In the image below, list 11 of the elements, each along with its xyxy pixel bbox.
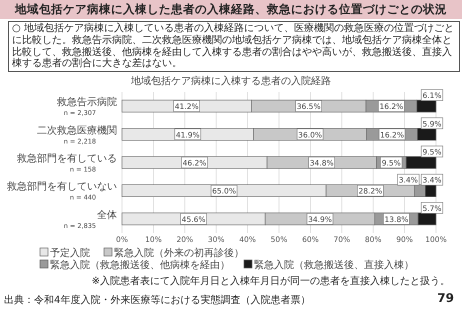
legend-label: 予定入院 xyxy=(50,247,90,259)
legend-item: 予定入院 xyxy=(40,248,90,259)
text: ○ 地域包括ケア病棟に入棟している患者の入棟経路について、医療機関の救急医療の位置づけごとに比較した。救急告示病院、二次救急医療機関の地域包括ケア病棟では、地域包括ケア病棟全体と比較して、救急搬送後、他病棟を経由して入棟する患者の割合はやや高いが、救急搬送後、直接入棟する患者の割合に大きな差はない。 xyxy=(8,21,460,72)
source-note: 出典：令和4年度入院・外来医療等における実態調査（入院患者票） xyxy=(4,294,310,307)
text: 79 xyxy=(437,291,454,305)
chart-title: 地域包括ケア病棟に入棟した患者の入棟経路、救急における位置づけごとの状況 xyxy=(0,0,462,19)
legend-item: 緊急入院（外来の初再診後） xyxy=(104,248,244,259)
text: ※入院患者表にて入院年月日と入棟年月日が同一の患者を直接入棟したと扱う。 xyxy=(92,274,450,288)
legend-item: 緊急入院（救急搬送後、他病棟を経由） xyxy=(40,260,230,271)
legend-item: 緊急入院（救急搬送後、直接入棟） xyxy=(244,260,414,271)
chart-subtitle: 地域包括ケア病棟に入棟する患者の入院経路 xyxy=(130,74,332,88)
